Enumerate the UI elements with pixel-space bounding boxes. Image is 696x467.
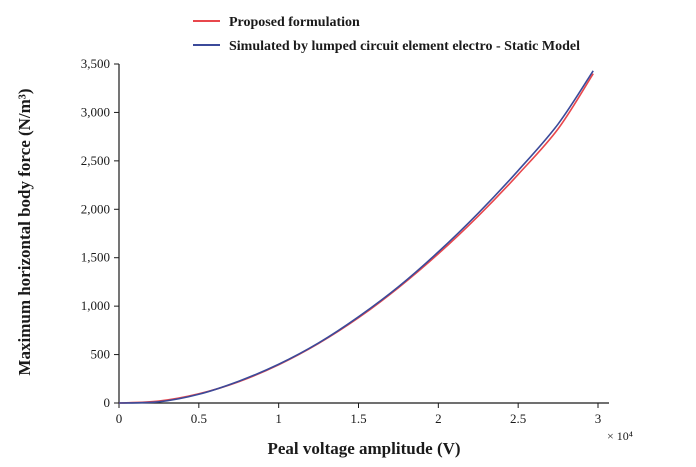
y-tick-label: 3,000 (81, 104, 110, 119)
y-tick-label: 500 (91, 347, 111, 362)
axes: 0 0.5 1 1.5 2 2.5 3 0 500 1,000 1,500 2,000 2,500 3,… (81, 56, 609, 426)
y-tick-label: 2,500 (81, 153, 110, 168)
x-tick-label: 2 (435, 411, 442, 426)
x-axis-title: Peal voltage amplitude (V) (267, 439, 460, 458)
legend-label-proposed-formulation: Proposed formulation (229, 15, 360, 30)
y-tick-label: 0 (104, 395, 111, 410)
x-tick-label: 3 (595, 411, 602, 426)
x-tick-label: 2.5 (510, 411, 526, 426)
x-axis-multiplier: × 10⁴ (607, 429, 633, 443)
y-tick-label: 3,500 (81, 56, 110, 71)
legend: Proposed formulation Simulated by lumped… (193, 15, 580, 54)
x-tick-label: 1.5 (350, 411, 366, 426)
x-tick-label: 1 (275, 411, 282, 426)
y-tick-label: 1,000 (81, 298, 110, 313)
y-axis-title: Maximum horizontal body force (N/m³) (15, 88, 34, 375)
series-line-proposed-formulation (118, 73, 594, 404)
series-group (118, 70, 594, 404)
y-tick-label: 2,000 (81, 201, 110, 216)
series-line-simulated-model (118, 70, 594, 404)
x-tick-label: 0.5 (191, 411, 207, 426)
y-tick-label: 1,500 (81, 250, 110, 265)
y-ticks: 0 500 1,000 1,500 2,000 2,500 3,000 3,500 (81, 56, 119, 410)
x-tick-label: 0 (116, 411, 123, 426)
legend-label-simulated-model: Simulated by lumped circuit element elec… (229, 39, 580, 54)
x-ticks: 0 0.5 1 1.5 2 2.5 3 (116, 403, 602, 426)
